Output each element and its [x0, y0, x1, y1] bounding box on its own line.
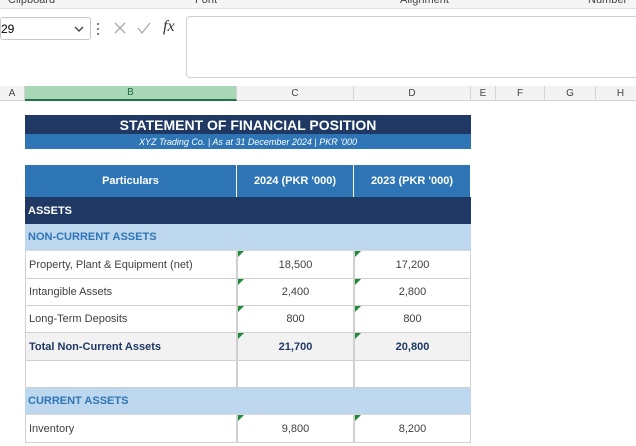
error-indicator — [238, 306, 244, 312]
item-cell: Inventory — [25, 415, 237, 443]
name-box[interactable]: 29 — [0, 17, 91, 40]
ribbon-group-label: Alignment — [400, 0, 449, 6]
sheet: STATEMENT OF FINANCIAL POSITION XYZ Tradi… — [0, 101, 636, 446]
error-indicator — [238, 415, 244, 421]
blank-cell — [354, 361, 471, 388]
name-box-text: 29 — [1, 22, 15, 36]
table-header-cell: 2024 (PKR '000) — [237, 165, 354, 197]
blank-cell — [237, 361, 354, 388]
formula-tools — [97, 22, 151, 35]
sheet-subtitle: XYZ Trading Co. | As at 31 December 2024… — [25, 134, 471, 149]
item-cell: 800 — [354, 306, 471, 333]
error-indicator — [238, 279, 244, 285]
table-header-cell: 2023 (PKR '000) — [354, 165, 471, 197]
item-cell: 800 — [237, 306, 354, 333]
fx-button[interactable]: fx — [163, 18, 175, 35]
error-indicator — [355, 415, 361, 421]
error-indicator — [355, 333, 361, 339]
ribbon — [0, 0, 636, 9]
item-cell: 8,200 — [354, 415, 471, 443]
subsection-row: NON-CURRENT ASSETS — [25, 224, 471, 251]
error-indicator — [355, 306, 361, 312]
ribbon-group-label: Font — [195, 0, 218, 6]
item-cell: Property, Plant & Equipment (net) — [25, 251, 237, 279]
sheet-title: STATEMENT OF FINANCIAL POSITION — [25, 115, 471, 134]
cancel-button[interactable] — [114, 22, 126, 34]
item-cell: Intangible Assets — [25, 279, 237, 306]
item-cell: 2,400 — [237, 279, 354, 306]
column-header[interactable]: B — [25, 86, 237, 101]
item-cell: 2,800 — [354, 279, 471, 306]
error-indicator — [238, 251, 244, 257]
item-cell: Long-Term Deposits — [25, 306, 237, 333]
ribbon-group-label: Clipboard — [8, 0, 56, 6]
formula-input[interactable] — [186, 16, 636, 78]
name-box-dropdown[interactable] — [73, 24, 85, 34]
column-header[interactable]: C — [237, 86, 354, 101]
total-cell: Total Non-Current Assets — [25, 333, 237, 361]
column-header[interactable]: G — [545, 86, 596, 101]
ribbon-group-label: Number — [588, 0, 628, 6]
column-header[interactable]: E — [471, 86, 496, 101]
item-cell: 9,800 — [237, 415, 354, 443]
column-header[interactable]: F — [496, 86, 545, 101]
column-header[interactable]: A — [0, 86, 25, 101]
subsection-row: CURRENT ASSETS — [25, 388, 471, 415]
item-cell: 18,500 — [237, 251, 354, 279]
total-cell: 20,800 — [354, 333, 471, 361]
section-row: ASSETS — [25, 197, 471, 224]
error-indicator — [355, 279, 361, 285]
enter-button[interactable] — [137, 22, 151, 35]
item-cell: 17,200 — [354, 251, 471, 279]
column-header[interactable]: H — [596, 86, 636, 101]
blank-cell — [25, 361, 237, 388]
column-header[interactable]: D — [354, 86, 471, 101]
error-indicator — [355, 251, 361, 257]
error-indicator — [238, 333, 244, 339]
total-cell: 21,700 — [237, 333, 354, 361]
table-header-cell: Particulars — [25, 165, 237, 197]
